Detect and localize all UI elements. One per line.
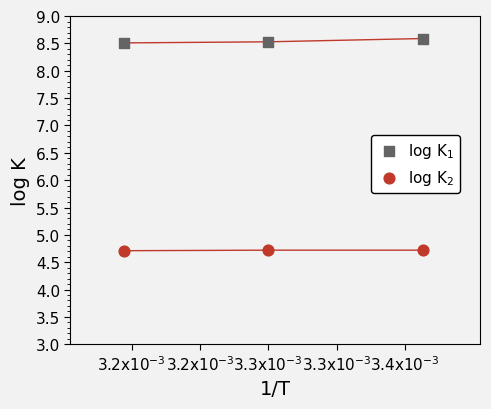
log K$_1$ bbox=[419, 36, 427, 43]
log K$_2$ bbox=[120, 248, 128, 254]
log K$_2$ bbox=[419, 247, 427, 254]
Y-axis label: log K: log K bbox=[11, 156, 30, 205]
log K$_2$ bbox=[264, 247, 272, 254]
Legend: log K$_1$, log K$_2$: log K$_1$, log K$_2$ bbox=[371, 135, 460, 193]
log K$_1$ bbox=[120, 40, 128, 47]
X-axis label: 1/T: 1/T bbox=[260, 379, 291, 398]
log K$_1$ bbox=[264, 39, 272, 46]
